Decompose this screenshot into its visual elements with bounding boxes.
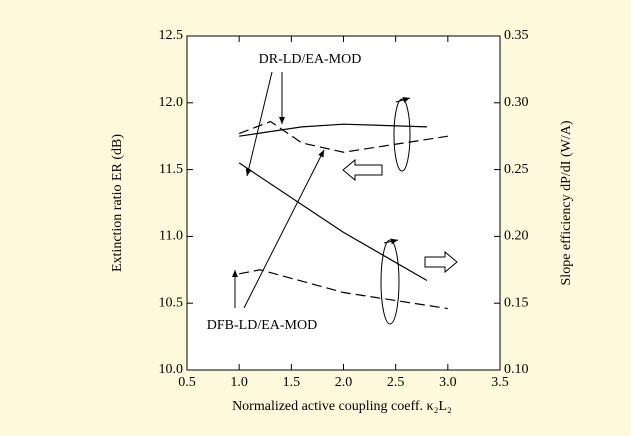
y2-tick-label: 0.20 xyxy=(504,229,529,244)
annotation: DR-LD/EA-MOD xyxy=(259,52,362,67)
x-axis-label: Normalized active coupling coeff. κ₂L₂ xyxy=(232,399,452,414)
x-tick-label: 2.0 xyxy=(335,375,353,390)
x-tick-label: 2.5 xyxy=(387,375,405,390)
y2-tick-label: 0.25 xyxy=(504,162,529,177)
x-tick-label: 1.5 xyxy=(283,375,301,390)
y-tick-label: 12.0 xyxy=(159,95,184,110)
y-tick-label: 10.0 xyxy=(159,362,184,377)
plot-area xyxy=(186,35,501,371)
y-tick-label: 10.5 xyxy=(159,295,184,310)
y-tick-label: 11.0 xyxy=(159,229,183,244)
x-tick-label: 0.5 xyxy=(178,375,196,390)
series-line xyxy=(238,120,448,153)
y2-tick-label: 0.35 xyxy=(504,28,529,43)
x-tick-label: 3.5 xyxy=(491,375,509,390)
arrows xyxy=(232,71,458,325)
y2-tick-label: 0.10 xyxy=(504,362,529,377)
annotation: DFB-LD/EA-MOD xyxy=(207,318,317,333)
y2-axis-label: Slope efficiency dP/dI (W/A) xyxy=(559,120,574,285)
y-tick-label: 11.5 xyxy=(159,162,183,177)
series-line xyxy=(238,162,428,282)
series-line xyxy=(239,123,427,137)
x-tick-label: 3.0 xyxy=(439,375,457,390)
y2-tick-label: 0.30 xyxy=(504,95,529,110)
x-tick-label: 1.0 xyxy=(230,375,248,390)
y-tick-label: 12.5 xyxy=(159,28,184,43)
y-axis-label: Extinction ratio ER (dB) xyxy=(110,134,125,272)
series-line xyxy=(239,269,448,310)
y2-tick-label: 0.15 xyxy=(504,295,529,310)
